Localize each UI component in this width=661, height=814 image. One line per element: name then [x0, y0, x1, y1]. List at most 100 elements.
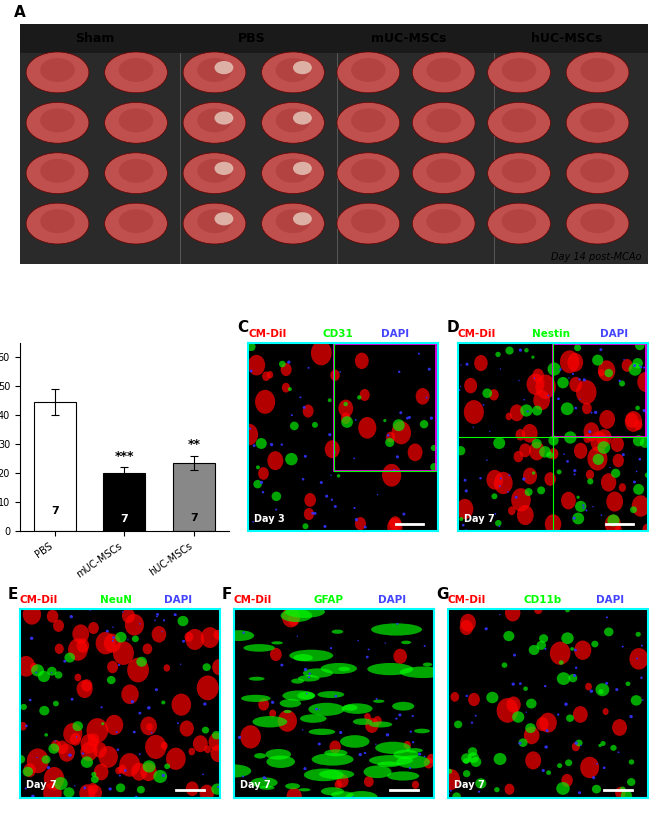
Ellipse shape	[572, 513, 584, 524]
Ellipse shape	[243, 644, 275, 652]
Ellipse shape	[364, 713, 371, 720]
Ellipse shape	[91, 776, 99, 783]
Ellipse shape	[262, 103, 325, 143]
Ellipse shape	[557, 782, 570, 794]
Ellipse shape	[404, 741, 411, 749]
Ellipse shape	[600, 410, 615, 429]
Ellipse shape	[112, 637, 115, 639]
Ellipse shape	[262, 371, 270, 381]
Ellipse shape	[547, 362, 561, 375]
Ellipse shape	[48, 743, 59, 754]
Ellipse shape	[287, 361, 290, 364]
Ellipse shape	[224, 630, 254, 641]
Ellipse shape	[266, 777, 267, 779]
Ellipse shape	[604, 369, 613, 377]
Ellipse shape	[271, 641, 283, 645]
Ellipse shape	[565, 608, 570, 612]
Ellipse shape	[474, 355, 488, 371]
Ellipse shape	[201, 627, 219, 648]
Ellipse shape	[475, 715, 477, 716]
Ellipse shape	[369, 721, 392, 728]
Bar	[334, 344, 436, 470]
Ellipse shape	[572, 517, 576, 519]
Ellipse shape	[566, 715, 574, 722]
Ellipse shape	[400, 667, 446, 678]
Ellipse shape	[338, 400, 353, 418]
Ellipse shape	[502, 58, 536, 82]
Ellipse shape	[330, 647, 332, 650]
Ellipse shape	[308, 672, 311, 675]
Ellipse shape	[317, 691, 344, 698]
Ellipse shape	[174, 613, 176, 616]
Ellipse shape	[546, 770, 551, 775]
Ellipse shape	[275, 509, 277, 510]
Ellipse shape	[451, 692, 459, 702]
Ellipse shape	[625, 681, 631, 686]
Ellipse shape	[545, 514, 561, 534]
Ellipse shape	[524, 686, 528, 691]
Ellipse shape	[364, 776, 373, 787]
Text: Day 7: Day 7	[240, 780, 270, 790]
Ellipse shape	[214, 162, 233, 175]
Ellipse shape	[621, 790, 632, 801]
Ellipse shape	[630, 506, 637, 513]
Ellipse shape	[241, 725, 261, 749]
Ellipse shape	[163, 664, 170, 672]
Ellipse shape	[96, 632, 116, 654]
Ellipse shape	[488, 204, 551, 244]
Ellipse shape	[71, 698, 73, 701]
Ellipse shape	[352, 796, 354, 799]
Ellipse shape	[498, 485, 500, 487]
Ellipse shape	[47, 610, 58, 623]
Ellipse shape	[533, 378, 535, 379]
Ellipse shape	[504, 784, 514, 794]
Ellipse shape	[271, 701, 274, 704]
Ellipse shape	[54, 777, 67, 790]
Ellipse shape	[633, 435, 644, 446]
Ellipse shape	[164, 764, 170, 769]
Ellipse shape	[598, 744, 602, 747]
Ellipse shape	[375, 743, 377, 745]
Ellipse shape	[161, 631, 163, 632]
Ellipse shape	[580, 209, 615, 233]
Ellipse shape	[471, 757, 481, 767]
Ellipse shape	[493, 437, 505, 449]
Ellipse shape	[456, 499, 473, 519]
Ellipse shape	[255, 390, 275, 414]
Ellipse shape	[486, 692, 498, 703]
Ellipse shape	[143, 643, 152, 654]
Ellipse shape	[625, 413, 638, 427]
Ellipse shape	[633, 364, 636, 367]
Ellipse shape	[502, 108, 536, 133]
Ellipse shape	[373, 699, 385, 702]
Ellipse shape	[375, 742, 410, 754]
Ellipse shape	[423, 663, 432, 667]
Ellipse shape	[106, 630, 109, 632]
Ellipse shape	[508, 475, 510, 476]
Ellipse shape	[325, 495, 328, 497]
Ellipse shape	[116, 783, 125, 792]
Text: CD11b: CD11b	[524, 595, 562, 606]
Ellipse shape	[332, 629, 343, 634]
Ellipse shape	[522, 424, 537, 443]
Ellipse shape	[79, 784, 95, 803]
Ellipse shape	[566, 52, 629, 93]
Ellipse shape	[355, 352, 369, 369]
Ellipse shape	[81, 756, 93, 768]
Ellipse shape	[557, 397, 560, 400]
Ellipse shape	[315, 707, 318, 711]
Ellipse shape	[483, 404, 485, 406]
Ellipse shape	[393, 750, 419, 759]
Ellipse shape	[331, 791, 354, 799]
Ellipse shape	[603, 708, 609, 715]
Ellipse shape	[40, 58, 75, 82]
Ellipse shape	[364, 526, 367, 528]
Ellipse shape	[642, 409, 646, 412]
Ellipse shape	[412, 103, 475, 143]
Ellipse shape	[136, 657, 147, 667]
Ellipse shape	[44, 733, 48, 737]
Ellipse shape	[104, 204, 167, 244]
Ellipse shape	[202, 663, 211, 671]
Ellipse shape	[298, 675, 319, 681]
Ellipse shape	[544, 685, 547, 687]
